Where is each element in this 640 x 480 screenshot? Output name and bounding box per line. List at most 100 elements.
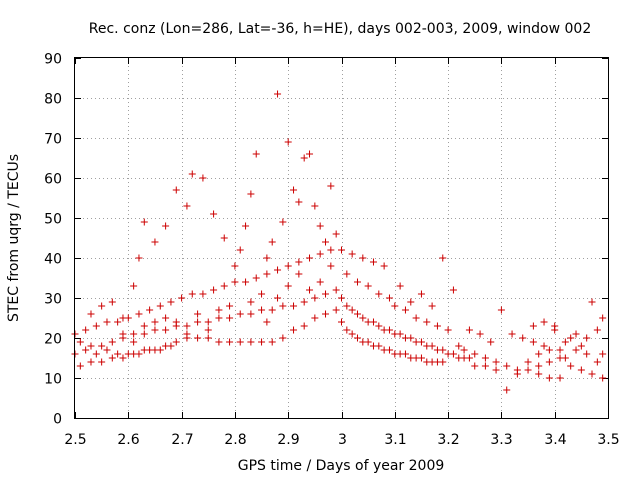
data-point [471,362,479,370]
data-point [401,350,409,358]
data-point [593,358,601,366]
data-point [529,322,537,330]
data-point [306,150,314,158]
data-point [364,338,372,346]
data-point [599,374,607,382]
data-point [306,254,314,262]
data-point [343,270,351,278]
data-point [338,294,345,302]
data-point [300,298,308,306]
data-point [258,306,266,314]
data-point [535,370,543,378]
x-tick-label: 2.8 [224,432,246,448]
data-point [577,366,585,374]
data-point [92,322,100,330]
data-point [524,358,532,366]
data-point [130,330,138,338]
y-tick-label: 20 [44,332,62,348]
data-point [316,222,324,230]
data-point [151,326,159,334]
data-point [220,234,228,242]
data-point [242,278,250,286]
chart-title: Rec. conz (Lon=286, Lat=-36, h=HE), days… [89,21,591,37]
data-point [588,370,596,378]
data-point [535,362,543,370]
data-point [247,190,255,198]
data-point [348,250,356,258]
data-point [183,330,191,338]
data-point [353,278,361,286]
data-point [188,290,196,298]
data-point [343,326,351,334]
data-point [455,342,463,350]
data-point [242,222,250,230]
data-point [407,298,415,306]
data-point [338,318,345,326]
x-tick-label: 3.5 [597,432,619,448]
data-point [519,334,527,342]
data-point [82,346,90,354]
data-points [71,90,607,394]
data-point [417,338,425,346]
y-tick-label: 80 [44,92,62,108]
data-point [572,330,580,338]
data-point [172,186,180,194]
data-point [348,306,356,314]
data-point [385,326,393,334]
data-point [593,326,601,334]
data-point [503,386,511,394]
data-point [263,254,271,262]
data-point [290,186,298,194]
data-point [572,346,580,354]
data-point [252,274,260,282]
data-point [119,314,127,322]
data-point [268,238,276,246]
data-point [338,246,345,254]
data-point [369,258,377,266]
data-point [327,246,335,254]
data-point [263,270,271,278]
data-point [119,354,127,362]
data-point [295,270,303,278]
data-point [215,306,223,314]
data-point [108,354,116,362]
data-point [524,366,532,374]
data-point [199,290,207,298]
data-point [300,154,308,162]
data-point [279,334,287,342]
data-point [599,350,607,358]
data-point [407,334,415,342]
data-point [274,266,282,274]
data-point [194,318,202,326]
data-point [332,286,340,294]
data-point [423,318,431,326]
data-point [146,306,154,314]
data-point [481,362,489,370]
x-tick-label: 2.7 [171,432,193,448]
y-tick-labels: 0 10 20 30 40 50 60 70 80 90 [44,52,62,428]
data-point [172,338,180,346]
x-tick-label: 3.3 [490,432,512,448]
data-point [236,246,244,254]
data-point [103,318,111,326]
data-point [87,310,95,318]
data-point [284,282,292,290]
data-point [290,326,298,334]
data-point [322,238,330,246]
x-tick-label: 3.2 [437,432,459,448]
y-tick-label: 0 [53,412,62,428]
data-point [119,330,127,338]
x-tick-label: 3 [338,432,347,448]
data-point [194,334,202,342]
data-point [476,330,484,338]
data-point [465,326,473,334]
data-point [178,294,186,302]
data-point [545,358,553,366]
data-point [188,170,196,178]
data-point [204,334,212,342]
data-point [284,262,292,270]
data-point [140,218,148,226]
data-point [231,262,239,270]
data-point [444,326,452,334]
data-point [98,302,106,310]
